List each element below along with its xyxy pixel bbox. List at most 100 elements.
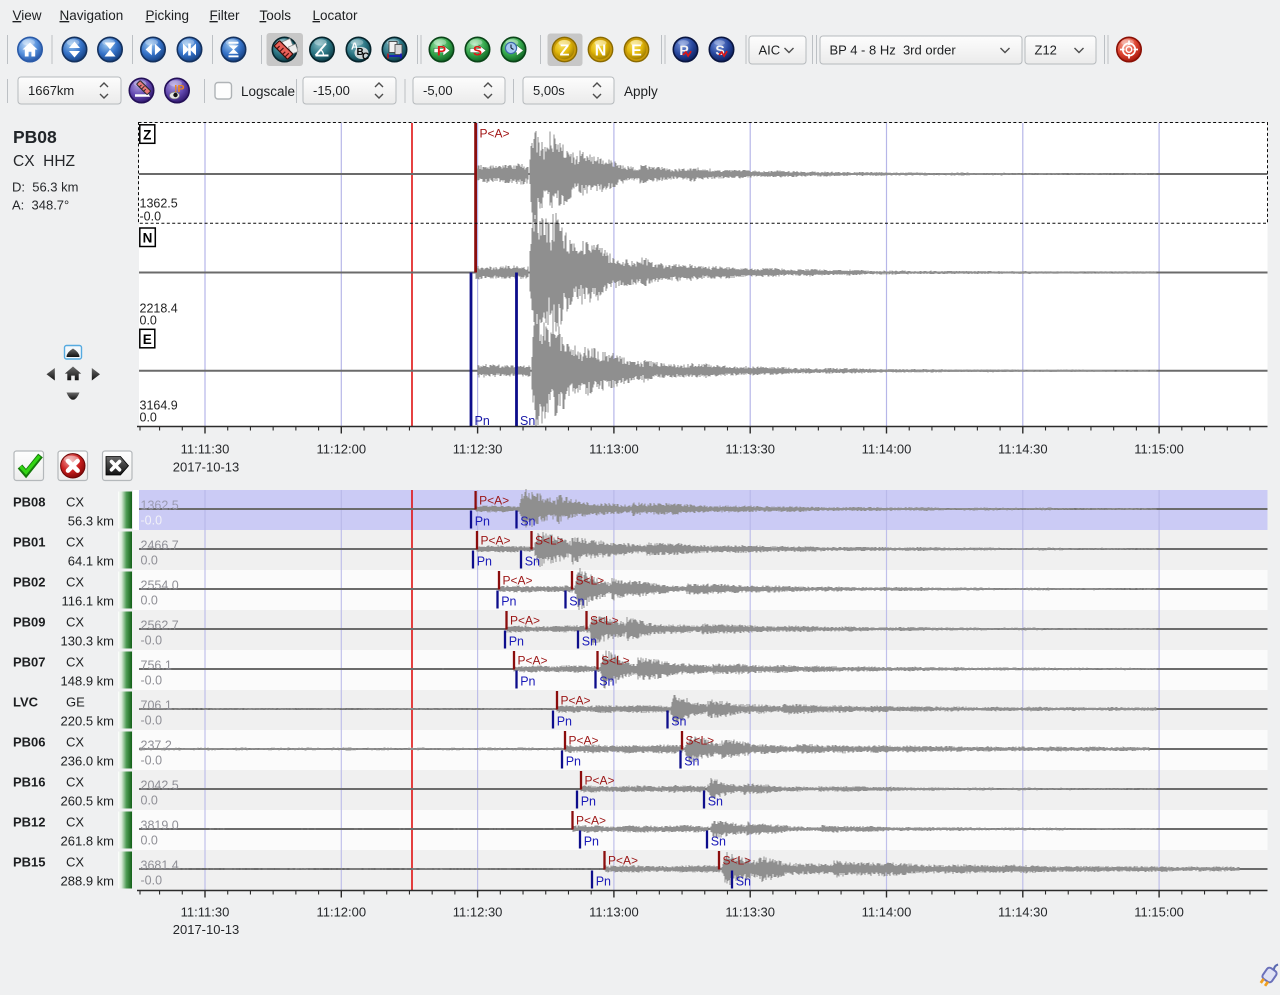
svg-text:N: N bbox=[143, 231, 153, 246]
svg-text:11:13:00: 11:13:00 bbox=[589, 905, 639, 920]
svg-text:B: B bbox=[357, 47, 364, 58]
svg-text:64.1 km: 64.1 km bbox=[68, 554, 114, 569]
svg-text:5,00s: 5,00s bbox=[533, 83, 565, 98]
svg-text:0.0: 0.0 bbox=[141, 794, 158, 808]
svg-text:Sn: Sn bbox=[736, 875, 751, 889]
svg-text:P<A>: P<A> bbox=[481, 534, 511, 548]
svg-text:-0.0: -0.0 bbox=[141, 674, 163, 688]
svg-text:11:12:00: 11:12:00 bbox=[316, 905, 366, 920]
svg-text:Sn: Sn bbox=[599, 675, 614, 689]
svg-text:P<A>: P<A> bbox=[608, 854, 638, 868]
svg-text:Sn: Sn bbox=[711, 835, 726, 849]
svg-text:2562.7: 2562.7 bbox=[141, 619, 179, 633]
svg-text:S<L>: S<L> bbox=[590, 614, 619, 628]
svg-text:CX: CX bbox=[66, 495, 84, 510]
svg-text:CX: CX bbox=[66, 615, 84, 630]
svg-text:Sn: Sn bbox=[582, 635, 597, 649]
svg-text:11:12:30: 11:12:30 bbox=[453, 905, 503, 920]
svg-text:11:13:30: 11:13:30 bbox=[725, 442, 775, 457]
svg-text:2017-10-13: 2017-10-13 bbox=[173, 922, 240, 937]
svg-text:Apply: Apply bbox=[624, 84, 658, 99]
svg-text:PB16: PB16 bbox=[13, 775, 46, 790]
svg-text:PB07: PB07 bbox=[13, 655, 46, 670]
svg-text:CX HHZ: CX HHZ bbox=[13, 153, 75, 170]
svg-text:-0.0: -0.0 bbox=[141, 754, 163, 768]
svg-text:P<A>: P<A> bbox=[576, 814, 606, 828]
svg-text:Pn: Pn bbox=[581, 795, 596, 809]
svg-text:1362.5: 1362.5 bbox=[141, 499, 179, 513]
svg-text:S<L>: S<L> bbox=[535, 534, 564, 548]
svg-text:CX: CX bbox=[66, 815, 84, 830]
svg-text:11:13:30: 11:13:30 bbox=[725, 905, 775, 920]
svg-text:11:14:30: 11:14:30 bbox=[998, 905, 1048, 920]
svg-text:756.1: 756.1 bbox=[141, 659, 172, 673]
svg-text:236.0 km: 236.0 km bbox=[61, 754, 114, 769]
svg-text:P: P bbox=[679, 42, 688, 58]
svg-text:E: E bbox=[143, 332, 152, 347]
svg-text:Locator: Locator bbox=[313, 8, 359, 23]
svg-text:Z: Z bbox=[143, 127, 151, 142]
svg-text:1362.5: 1362.5 bbox=[140, 197, 178, 211]
svg-text:P<A>: P<A> bbox=[561, 694, 591, 708]
svg-text:A: A bbox=[351, 42, 358, 53]
svg-text:Tools: Tools bbox=[260, 8, 292, 23]
svg-text:56.3 km: 56.3 km bbox=[68, 514, 114, 529]
svg-text:11:15:00: 11:15:00 bbox=[1134, 905, 1184, 920]
svg-text:N: N bbox=[595, 43, 607, 60]
svg-text:-0.0: -0.0 bbox=[141, 514, 163, 528]
svg-text:Pn: Pn bbox=[475, 515, 490, 529]
svg-text:Pn: Pn bbox=[584, 835, 599, 849]
svg-text:Pn: Pn bbox=[596, 875, 611, 889]
svg-text:Pn: Pn bbox=[520, 675, 535, 689]
svg-text:-0.0: -0.0 bbox=[141, 714, 163, 728]
svg-text:S: S bbox=[715, 42, 724, 58]
svg-text:-0.0: -0.0 bbox=[140, 210, 162, 224]
svg-text:-0.0: -0.0 bbox=[141, 634, 163, 648]
svg-text:!P: !P bbox=[174, 83, 185, 95]
svg-text:AIC: AIC bbox=[759, 43, 781, 58]
svg-text:260.5 km: 260.5 km bbox=[61, 794, 114, 809]
svg-text:Pn: Pn bbox=[501, 595, 516, 609]
svg-text:CX: CX bbox=[66, 775, 84, 790]
svg-text:0.0: 0.0 bbox=[141, 834, 158, 848]
svg-text:237.2: 237.2 bbox=[141, 739, 172, 753]
svg-text:2218.4: 2218.4 bbox=[140, 302, 178, 316]
svg-text:BP 4 - 8 Hz 3rd order: BP 4 - 8 Hz 3rd order bbox=[830, 43, 957, 58]
svg-text:2554.0: 2554.0 bbox=[141, 579, 179, 593]
svg-text:2042.5: 2042.5 bbox=[141, 779, 179, 793]
svg-text:11:15:00: 11:15:00 bbox=[1134, 442, 1184, 457]
svg-text:11:14:00: 11:14:00 bbox=[862, 442, 912, 457]
svg-text:C: C bbox=[362, 52, 369, 63]
svg-text:P<A>: P<A> bbox=[480, 127, 510, 141]
svg-text:Picking: Picking bbox=[146, 8, 190, 23]
svg-text:2466.7: 2466.7 bbox=[141, 539, 179, 553]
svg-text:Logscale: Logscale bbox=[241, 84, 295, 99]
svg-text:130.3 km: 130.3 km bbox=[61, 634, 114, 649]
svg-text:Pn: Pn bbox=[475, 414, 490, 428]
svg-text:Sn: Sn bbox=[520, 515, 535, 529]
svg-text:Sn: Sn bbox=[525, 555, 540, 569]
svg-text:P<A>: P<A> bbox=[503, 574, 533, 588]
svg-text:E: E bbox=[631, 43, 642, 60]
svg-text:P: P bbox=[437, 44, 446, 59]
svg-text:116.1 km: 116.1 km bbox=[61, 594, 114, 609]
svg-text:PB08: PB08 bbox=[13, 127, 57, 147]
svg-text:Sn: Sn bbox=[520, 414, 535, 428]
svg-text:0.0: 0.0 bbox=[140, 411, 157, 425]
svg-text:PB01: PB01 bbox=[13, 535, 46, 550]
svg-text:11:14:00: 11:14:00 bbox=[862, 905, 912, 920]
svg-text:S<L>: S<L> bbox=[723, 854, 752, 868]
svg-text:PB02: PB02 bbox=[13, 575, 46, 590]
svg-text:3164.9: 3164.9 bbox=[140, 399, 178, 413]
svg-text:S: S bbox=[473, 44, 482, 59]
svg-text:CX: CX bbox=[66, 735, 84, 750]
svg-text:11:12:30: 11:12:30 bbox=[453, 442, 503, 457]
svg-text:Pn: Pn bbox=[509, 635, 524, 649]
svg-text:Z: Z bbox=[560, 43, 570, 60]
svg-text:3819.0: 3819.0 bbox=[141, 819, 179, 833]
svg-text:P<A>: P<A> bbox=[569, 734, 599, 748]
svg-text:0.0: 0.0 bbox=[140, 314, 157, 328]
svg-text:GE: GE bbox=[66, 695, 85, 710]
svg-text:Pn: Pn bbox=[566, 755, 581, 769]
svg-text:11:13:00: 11:13:00 bbox=[589, 442, 639, 457]
